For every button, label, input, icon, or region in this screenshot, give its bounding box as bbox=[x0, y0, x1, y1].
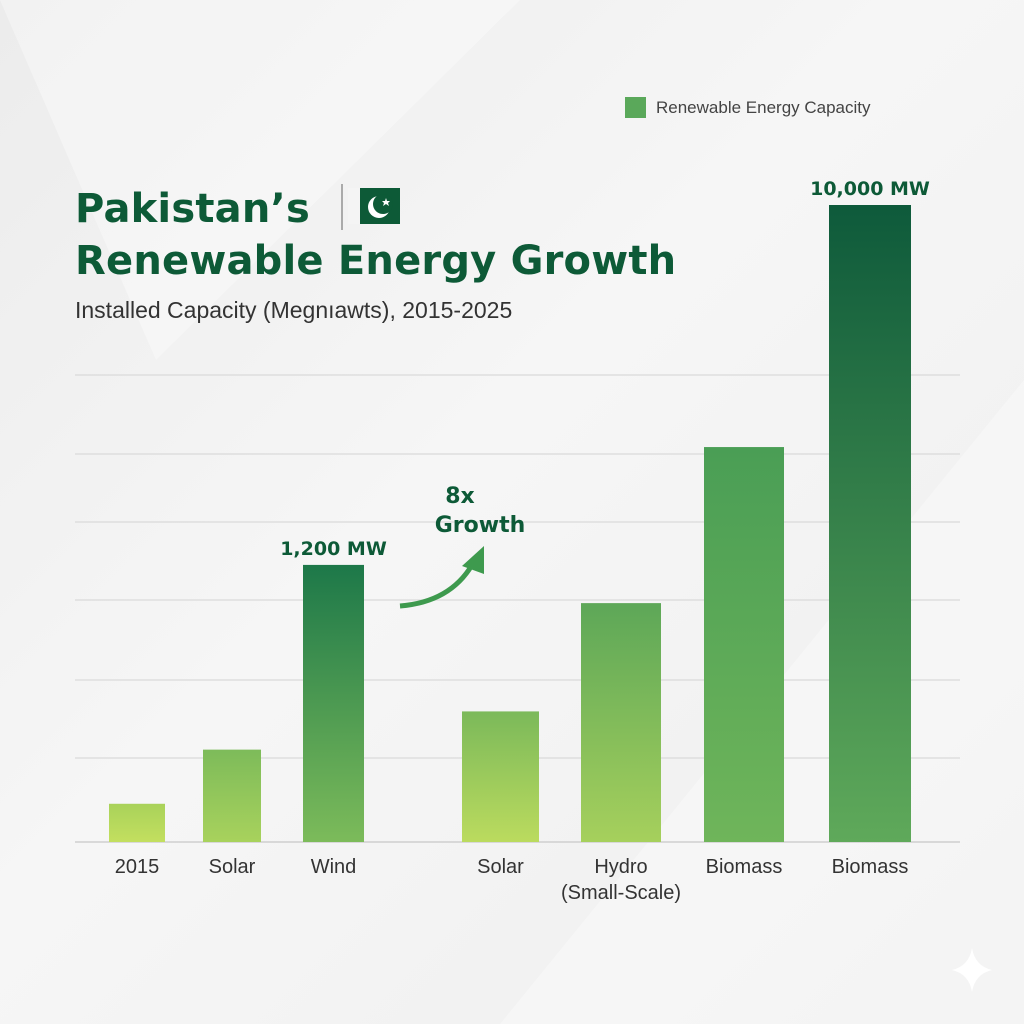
x-tick-label: Biomass bbox=[706, 856, 783, 878]
annotation-line1: 8x bbox=[445, 484, 475, 509]
bar bbox=[462, 711, 539, 842]
bar bbox=[704, 447, 784, 842]
x-tick-label: Solar bbox=[477, 856, 524, 878]
sparkle-icon bbox=[952, 948, 992, 992]
chart-subtitle: Installed Capacity (Megnıawts), 2015-202… bbox=[75, 297, 513, 323]
bar bbox=[203, 749, 261, 842]
x-tick-label: Biomass bbox=[832, 856, 909, 878]
x-tick-label: Wind bbox=[311, 856, 357, 878]
x-tick-label: Solar bbox=[209, 856, 256, 878]
annotation-line2: Growth bbox=[435, 513, 526, 538]
bar bbox=[581, 603, 661, 842]
growth-annotation: 8x Growth bbox=[399, 484, 526, 609]
chart-title-line2: Renewable Energy Growth bbox=[75, 238, 677, 284]
legend: Renewable Energy Capacity bbox=[625, 97, 871, 118]
curved-arrow-up-right-icon bbox=[399, 546, 484, 609]
bar bbox=[829, 205, 911, 842]
x-tick-label: 2015 bbox=[115, 856, 160, 878]
x-tick-label: (Small-Scale) bbox=[561, 882, 681, 904]
data-label: 1,200 MW bbox=[280, 538, 387, 560]
legend-swatch bbox=[625, 97, 646, 118]
data-label: 10,000 MW bbox=[810, 178, 930, 200]
bar bbox=[109, 803, 165, 842]
legend-label: Renewable Energy Capacity bbox=[656, 97, 871, 117]
bar bbox=[303, 564, 364, 842]
pakistan-flag-icon bbox=[341, 184, 400, 230]
x-tick-label: Hydro bbox=[594, 856, 647, 878]
chart-title: Pakistan’s bbox=[75, 186, 310, 232]
